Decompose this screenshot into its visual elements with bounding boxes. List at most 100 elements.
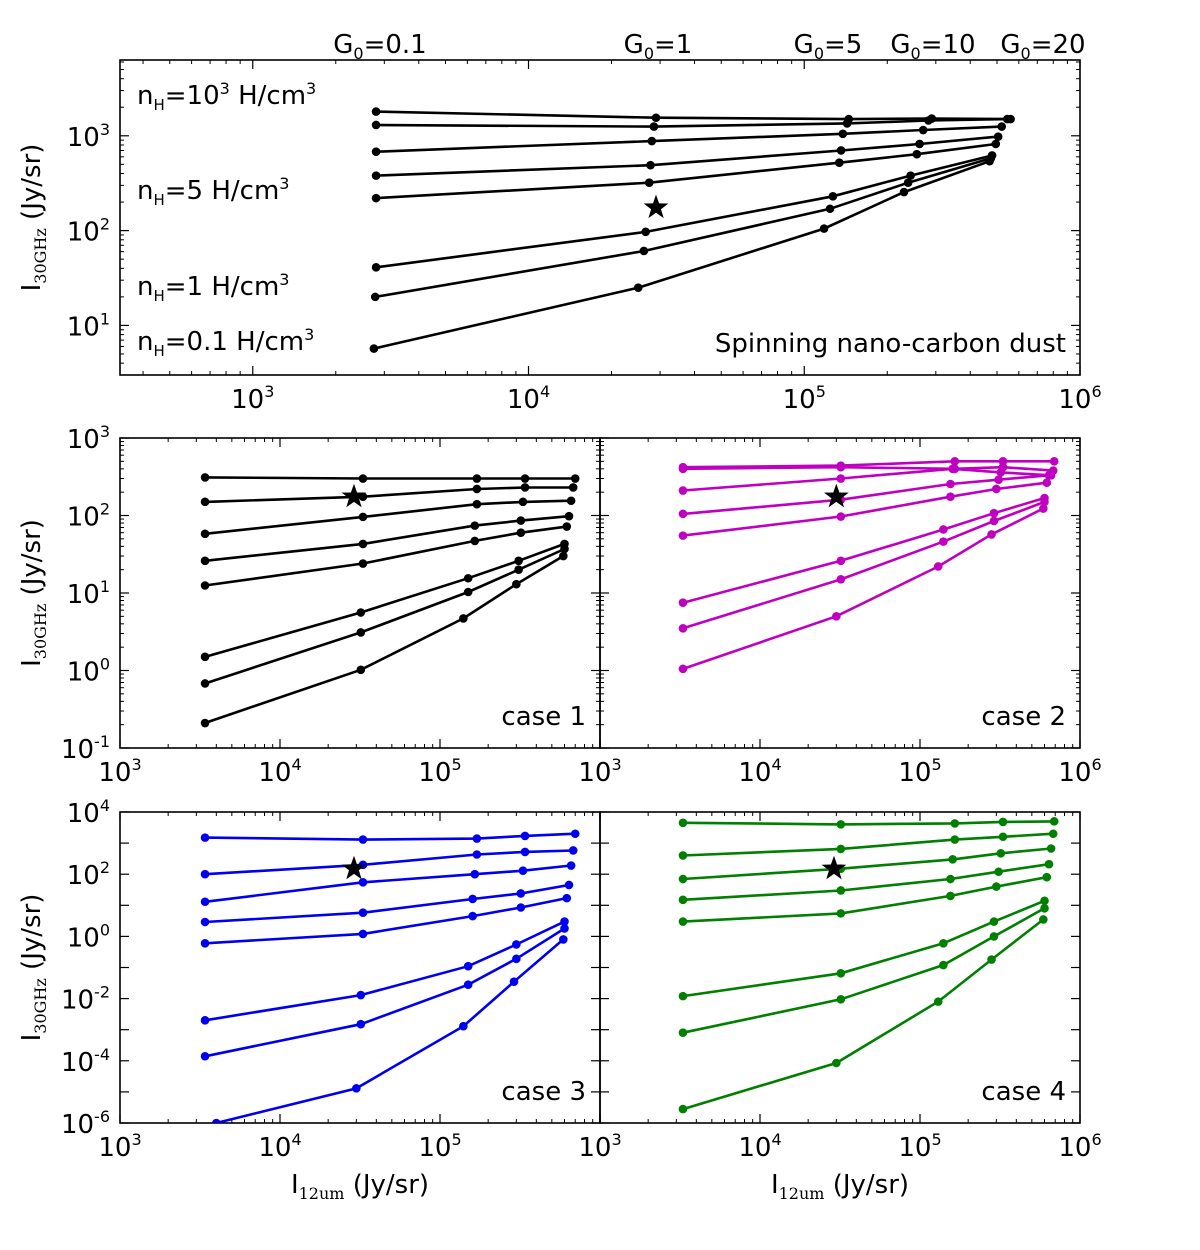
data-point [997,122,1006,131]
data-point [463,587,473,597]
data-point [570,829,580,839]
chart-case4: 103 104 105 106 I12um (Jy/sr) case 4 [578,811,1102,1203]
data-point [838,129,848,139]
data-point [562,893,572,903]
nh-label: nH=5 H/cm3 [137,174,289,209]
panel-title: case 2 [981,702,1066,732]
data-point [559,551,568,561]
x-tick-label: 103 [98,1130,141,1163]
data-point [356,990,366,1000]
data-point [459,1021,468,1031]
x-tick-label: 104 [258,1130,301,1163]
data-point [1042,478,1052,487]
data-point [836,886,846,895]
data-point [200,897,210,907]
data-point [358,559,368,568]
data-point [987,955,996,964]
data-point [678,509,688,519]
data-point [512,954,521,964]
data-point [472,484,482,494]
series-group [678,457,1059,674]
data-point [678,531,688,540]
data-point [678,895,688,905]
series-line [204,920,566,1022]
panel-title: case 1 [501,702,586,732]
data-point [1040,896,1049,906]
x-axis-label: I12um (Jy/sr) [291,1170,429,1203]
data-point [646,160,655,170]
x-tick-label: 104 [738,1130,781,1163]
data-point [560,544,569,554]
data-point [200,529,210,539]
series-line [204,883,570,924]
data-point [370,292,380,302]
data-point [470,521,480,530]
data-point [998,832,1008,842]
data-point [996,848,1006,858]
data-point [1040,904,1049,913]
data-point [678,1028,688,1038]
data-point [200,869,210,879]
series-line [204,514,570,563]
data-point [509,977,519,986]
data-point [939,960,948,970]
data-point [1049,457,1059,466]
data-point [1044,471,1054,480]
data-point [371,147,381,156]
data-point [352,1084,361,1093]
data-point [1049,817,1059,826]
data-point [828,192,838,201]
data-point [1040,497,1049,507]
g0-labels: G0=0.1 G0=1 G0=5 G0=10 G0=20 [333,30,1085,63]
series-line [204,486,574,504]
chart-case2: 103 104 105 106 case 2 [578,437,1102,788]
data-point [560,924,569,933]
data-point [516,516,526,525]
data-point [358,539,368,549]
data-point [472,850,482,859]
data-point [518,497,528,507]
series-group [369,107,1015,353]
y-tick-label: 10-2 [61,983,110,1016]
x-tick-label: 104 [738,755,781,788]
data-point [915,139,924,149]
series-line [204,896,568,945]
series-line [376,117,1008,128]
data-point [514,556,523,566]
data-point [987,530,996,539]
data-point [1046,844,1056,853]
data-point [200,473,210,482]
data-point [989,917,999,926]
data-point [470,536,480,546]
data-point [836,994,846,1004]
star-marker [341,483,367,508]
data-point [678,1104,688,1114]
data-point [996,468,1006,477]
x-tick-label: 105 [898,755,941,788]
g0-label: G0=0.1 [333,30,426,63]
x-tick-label: 106 [1058,755,1101,788]
panel-title: case 3 [501,1077,586,1107]
data-point [200,652,210,662]
data-point [649,122,659,131]
g0-label: G0=20 [1000,30,1085,63]
data-point [651,113,661,123]
data-point [836,512,846,521]
data-point [678,598,688,607]
y-tick-label: 10-1 [61,732,110,765]
data-point [356,1019,366,1029]
data-point [358,929,368,939]
data-point [200,833,210,842]
x-tick-label: 103 [578,755,621,788]
data-point [559,935,568,944]
data-point [200,938,210,948]
series-group [678,817,1059,1114]
y-tick-label: 100 [67,655,110,688]
data-point [371,171,381,180]
data-point [678,464,688,474]
x-tick-label: 105 [783,382,826,415]
series-line [682,474,1050,516]
series-line [682,820,1055,826]
data-point [468,911,477,921]
